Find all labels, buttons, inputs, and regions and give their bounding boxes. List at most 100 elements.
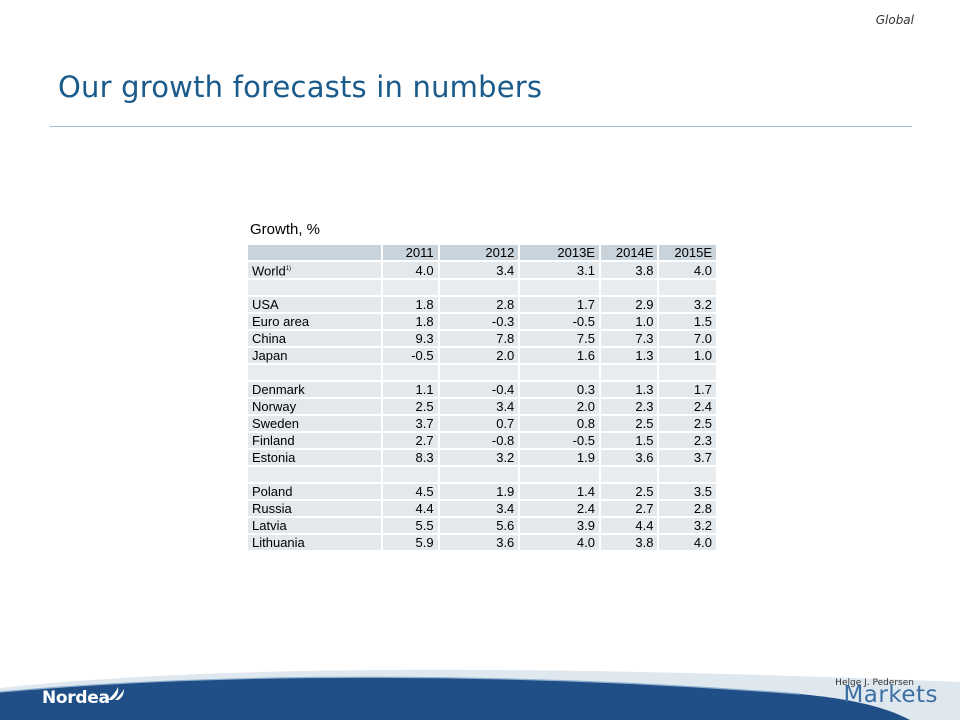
growth-value-cell: 5.9 bbox=[383, 535, 438, 551]
country-cell bbox=[248, 280, 382, 296]
column-header: 2012 bbox=[439, 245, 519, 260]
growth-value-cell: 4.0 bbox=[383, 262, 438, 279]
growth-value-cell: 2.5 bbox=[600, 416, 658, 432]
country-label: Estonia bbox=[252, 450, 296, 466]
growth-value-cell: 1.8 bbox=[383, 314, 438, 330]
growth-value-cell: 4.4 bbox=[600, 518, 658, 534]
country-cell: Denmark bbox=[248, 382, 382, 398]
nordea-sail-icon bbox=[108, 687, 124, 700]
growth-value-cell: 2.5 bbox=[383, 399, 438, 415]
column-header bbox=[248, 245, 382, 260]
title-divider bbox=[50, 126, 912, 127]
column-header: 2013E bbox=[520, 245, 599, 260]
nordea-logo-text: Nordea bbox=[42, 688, 110, 708]
growth-value-cell: 8.3 bbox=[383, 450, 438, 466]
growth-value-cell: 7.5 bbox=[520, 331, 599, 347]
country-cell: Japan bbox=[248, 348, 382, 364]
footer-wave bbox=[0, 669, 960, 720]
column-header: 2015E bbox=[659, 245, 716, 260]
growth-value-cell: 3.7 bbox=[659, 450, 716, 466]
footnote-marker: 1) bbox=[285, 266, 292, 272]
growth-value-cell: 2.8 bbox=[659, 501, 716, 517]
growth-value-cell bbox=[659, 280, 716, 296]
growth-value-cell: 2.3 bbox=[659, 433, 716, 449]
table-row: Sweden 3.7 0.7 0.8 2.5 2.5 bbox=[248, 416, 716, 432]
country-cell: Latvia bbox=[248, 518, 382, 534]
growth-value-cell: -0.5 bbox=[383, 348, 438, 364]
country-cell: China bbox=[248, 331, 382, 347]
country-cell: Russia bbox=[248, 501, 382, 517]
country-label: World bbox=[252, 263, 286, 279]
country-label: Finland bbox=[252, 433, 295, 449]
country-label: Euro area bbox=[252, 314, 310, 330]
country-cell: Finland bbox=[248, 433, 382, 449]
growth-value-cell: 3.1 bbox=[520, 262, 599, 279]
growth-value-cell: 1.7 bbox=[520, 297, 599, 313]
growth-value-cell: 1.3 bbox=[600, 382, 658, 398]
growth-value-cell: 7.3 bbox=[600, 331, 658, 347]
growth-value-cell: 1.0 bbox=[659, 348, 716, 364]
growth-value-cell: 1.4 bbox=[520, 484, 599, 500]
table-row: Finland 2.7 -0.8 -0.5 1.5 2.3 bbox=[248, 433, 716, 449]
growth-value-cell: 3.6 bbox=[600, 450, 658, 466]
spacer-row bbox=[248, 365, 716, 381]
growth-value-cell: 1.9 bbox=[439, 484, 519, 500]
growth-value-cell bbox=[600, 280, 658, 296]
growth-value-cell bbox=[600, 467, 658, 483]
country-label: Poland bbox=[252, 484, 293, 500]
growth-value-cell: 2.7 bbox=[383, 433, 438, 449]
growth-value-cell: 2.5 bbox=[600, 484, 658, 500]
table-body: World1) 4.0 3.4 3.1 3.8 4.0 USA 1.8 2.8 1.7 2.9 3.2… bbox=[248, 262, 716, 551]
table-row: Denmark 1.1 -0.4 0.3 1.3 1.7 bbox=[248, 382, 716, 398]
growth-value-cell: -0.5 bbox=[520, 314, 599, 330]
growth-value-cell: 3.8 bbox=[600, 535, 658, 551]
growth-value-cell bbox=[659, 467, 716, 483]
table-row: Japan -0.5 2.0 1.6 1.3 1.0 bbox=[248, 348, 716, 364]
country-cell: Norway bbox=[248, 399, 382, 415]
growth-value-cell: 3.5 bbox=[659, 484, 716, 500]
table-title: Growth, % bbox=[250, 221, 321, 238]
growth-value-cell bbox=[600, 365, 658, 381]
spacer-row bbox=[248, 280, 716, 296]
growth-value-cell: 4.0 bbox=[659, 262, 716, 279]
growth-value-cell: 2.4 bbox=[659, 399, 716, 415]
growth-value-cell: 2.5 bbox=[659, 416, 716, 432]
country-cell: World1) bbox=[248, 262, 382, 279]
growth-value-cell bbox=[520, 467, 599, 483]
growth-value-cell: -0.3 bbox=[439, 314, 519, 330]
growth-value-cell: 7.8 bbox=[439, 331, 519, 347]
table-row: Euro area 1.8 -0.3 -0.5 1.0 1.5 bbox=[248, 314, 716, 330]
growth-value-cell: 3.6 bbox=[439, 535, 519, 551]
country-label: Latvia bbox=[252, 518, 287, 534]
growth-value-cell: 0.7 bbox=[439, 416, 519, 432]
table-row: Poland 4.5 1.9 1.4 2.5 3.5 bbox=[248, 484, 716, 500]
table-row: Lithuania 5.9 3.6 4.0 3.8 4.0 bbox=[248, 535, 716, 551]
growth-value-cell: 5.5 bbox=[383, 518, 438, 534]
growth-value-cell: 2.4 bbox=[520, 501, 599, 517]
spacer-row bbox=[248, 467, 716, 483]
country-label: Japan bbox=[252, 348, 288, 364]
growth-value-cell: 2.0 bbox=[520, 399, 599, 415]
country-cell bbox=[248, 365, 382, 381]
country-cell: Lithuania bbox=[248, 535, 382, 551]
country-label: USA bbox=[252, 297, 279, 313]
growth-value-cell: 2.3 bbox=[600, 399, 658, 415]
table-row: USA 1.8 2.8 1.7 2.9 3.2 bbox=[248, 297, 716, 313]
table-row: Norway 2.5 3.4 2.0 2.3 2.4 bbox=[248, 399, 716, 415]
table-row: Estonia 8.3 3.2 1.9 3.6 3.7 bbox=[248, 450, 716, 466]
growth-value-cell: 3.2 bbox=[659, 297, 716, 313]
growth-value-cell: -0.4 bbox=[439, 382, 519, 398]
growth-value-cell bbox=[659, 365, 716, 381]
growth-value-cell: 1.5 bbox=[600, 433, 658, 449]
growth-value-cell: 2.9 bbox=[600, 297, 658, 313]
table-row: China 9.3 7.8 7.5 7.3 7.0 bbox=[248, 331, 716, 347]
growth-value-cell: 2.0 bbox=[439, 348, 519, 364]
growth-value-cell bbox=[520, 280, 599, 296]
growth-value-cell: 2.8 bbox=[439, 297, 519, 313]
growth-value-cell: 1.6 bbox=[520, 348, 599, 364]
growth-value-cell bbox=[383, 365, 438, 381]
growth-value-cell: 0.8 bbox=[520, 416, 599, 432]
growth-value-cell: 1.1 bbox=[383, 382, 438, 398]
country-label: China bbox=[252, 331, 286, 347]
growth-value-cell bbox=[439, 467, 519, 483]
